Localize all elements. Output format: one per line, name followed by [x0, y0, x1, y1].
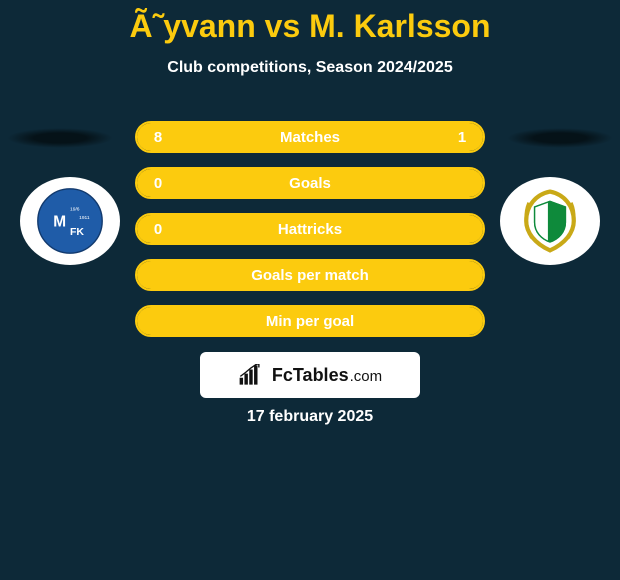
fctables-logo-icon — [238, 364, 266, 386]
svg-text:1911: 1911 — [79, 215, 90, 221]
stats-container: 8 Matches 1 0 Goals 0 Hattricks Goals pe… — [135, 121, 485, 337]
stat-row-goals: 0 Goals — [135, 167, 485, 199]
svg-text:M: M — [53, 214, 66, 231]
stat-label: Goals per match — [137, 267, 483, 284]
stat-row-goals-per-match: Goals per match — [135, 259, 485, 291]
stat-label: Goals — [137, 175, 483, 192]
club-badge-left: M FK 19/6 1911 — [20, 177, 120, 265]
page-subtitle: Club competitions, Season 2024/2025 — [0, 59, 620, 77]
branding-name: FcTables — [272, 365, 349, 386]
branding-domain: .com — [350, 368, 383, 385]
branding-text: FcTables.com — [272, 365, 382, 386]
stat-row-matches: 8 Matches 1 — [135, 121, 485, 153]
page-title: Ã˜yvann vs M. Karlsson — [0, 0, 620, 45]
svg-text:FK: FK — [70, 226, 84, 238]
branding-box[interactable]: FcTables.com — [200, 352, 420, 398]
stat-label: Min per goal — [137, 313, 483, 330]
stat-row-hattricks: 0 Hattricks — [135, 213, 485, 245]
stat-label: Hattricks — [137, 221, 483, 238]
club-badge-right — [500, 177, 600, 265]
player-shadow-right — [507, 128, 613, 148]
player-shadow-left — [7, 128, 113, 148]
stat-label: Matches — [137, 129, 483, 146]
hammarby-badge-icon — [515, 186, 585, 256]
stat-row-min-per-goal: Min per goal — [135, 305, 485, 337]
date-label: 17 february 2025 — [0, 408, 620, 426]
molde-badge-icon: M FK 19/6 1911 — [35, 186, 105, 256]
stat-value-right: 1 — [445, 129, 479, 146]
svg-text:19/6: 19/6 — [70, 207, 80, 213]
